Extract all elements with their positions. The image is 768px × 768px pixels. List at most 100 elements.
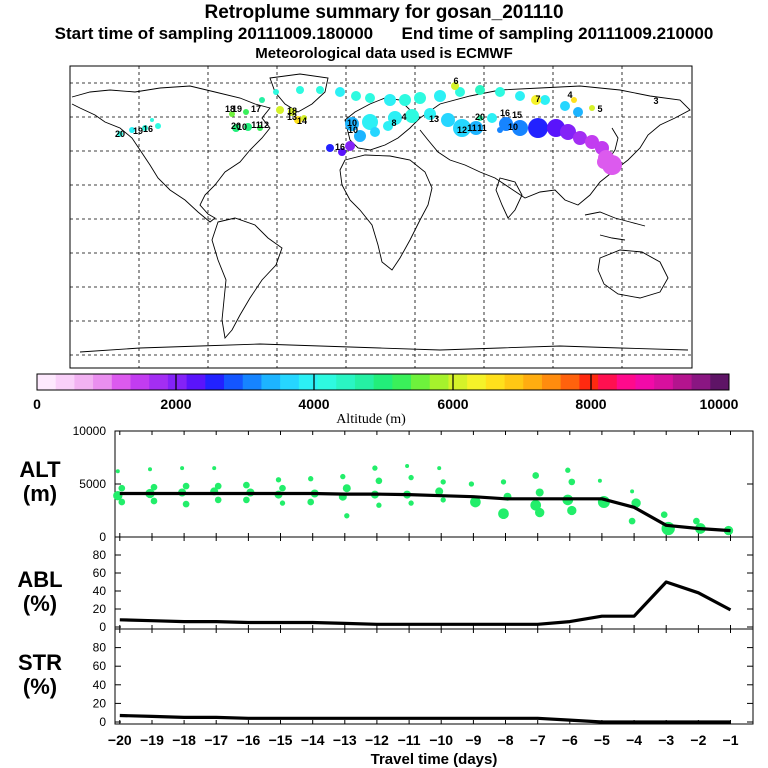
trajectory-dot bbox=[560, 101, 570, 111]
trajectory-dot bbox=[573, 107, 583, 117]
x-tick-label: −8 bbox=[498, 732, 514, 748]
x-tick-label: −10 bbox=[429, 732, 453, 748]
colorbar-cell bbox=[467, 374, 487, 390]
trajectory-dot bbox=[515, 91, 525, 101]
alt-scatter-point bbox=[470, 496, 481, 508]
abl-ylabel-line1: ABL bbox=[17, 567, 62, 592]
trajectory-dot bbox=[528, 118, 548, 138]
colorbar-tick-2000: 2000 bbox=[160, 396, 191, 412]
x-tick-label: −13 bbox=[333, 732, 357, 748]
colorbar-cell bbox=[336, 374, 356, 390]
trajectory-label: 10 bbox=[508, 122, 518, 132]
trajectory-dot bbox=[499, 117, 513, 131]
colorbar-cell bbox=[186, 374, 206, 390]
sampling-times: Start time of sampling 20111009.180000 E… bbox=[0, 24, 768, 44]
x-tick-label: −4 bbox=[626, 732, 642, 748]
colorbar-cell bbox=[261, 374, 281, 390]
colorbar-cell bbox=[523, 374, 543, 390]
trajectory-dot bbox=[243, 109, 249, 115]
colorbar-tick-6000: 6000 bbox=[437, 396, 468, 412]
alt-scatter-point bbox=[408, 474, 414, 481]
trajectory-label: 20 bbox=[475, 112, 485, 122]
y-tick-label: 40 bbox=[93, 678, 107, 692]
alt-scatter-point bbox=[437, 466, 442, 471]
trajectory-label: 16 bbox=[143, 124, 153, 134]
colorbar-cell bbox=[205, 374, 225, 390]
colorbar-cell bbox=[579, 374, 599, 390]
colorbar-cell bbox=[411, 374, 431, 390]
trajectory-dot bbox=[155, 123, 161, 129]
met-data-note: Meteorological data used is ECMWF bbox=[255, 45, 513, 62]
series-line-abl bbox=[119, 580, 732, 626]
trajectory-dot bbox=[383, 121, 393, 131]
colorbar-cell bbox=[710, 374, 730, 390]
colorbar-tick-8000: 8000 bbox=[575, 396, 606, 412]
colorbar-cell bbox=[317, 374, 337, 390]
abl-panel-frame bbox=[114, 536, 754, 630]
colorbar-cell bbox=[429, 374, 449, 390]
alt-scatter-point bbox=[307, 498, 315, 506]
colorbar-cell bbox=[298, 374, 318, 390]
y-tick-label: 60 bbox=[93, 566, 107, 580]
trajectory-label: 7 bbox=[535, 94, 540, 104]
trajectory-dot bbox=[451, 82, 459, 90]
alt-scatter-point bbox=[376, 502, 382, 508]
alt-scatter-point bbox=[182, 482, 190, 490]
alt-scatter-point bbox=[308, 476, 314, 482]
trajectory-label: 17 bbox=[251, 104, 261, 114]
x-tick-label: −9 bbox=[465, 732, 481, 748]
trajectory-dot bbox=[512, 120, 528, 136]
alt-scatter-point bbox=[630, 489, 635, 494]
trajectory-dot bbox=[326, 144, 334, 152]
trajectory-label: 10 bbox=[237, 122, 247, 132]
trajectory-dot bbox=[571, 97, 577, 103]
coastlines bbox=[71, 73, 691, 353]
y-tick-label: 20 bbox=[93, 696, 107, 710]
series-line-alt bbox=[119, 491, 731, 533]
y-tick-label: 60 bbox=[93, 659, 107, 673]
trajectory-dot bbox=[294, 116, 302, 124]
colorbar-ticks bbox=[175, 374, 592, 390]
y-tick-label: 10000 bbox=[73, 424, 107, 438]
alt-scatter-point bbox=[468, 481, 475, 487]
trajectory-dot bbox=[150, 118, 154, 122]
alt-scatter-point bbox=[597, 478, 602, 483]
trajectory-dot bbox=[365, 93, 375, 103]
alt-scatter-point bbox=[408, 500, 414, 506]
abl-ylabel-line2: (%) bbox=[23, 591, 57, 616]
alt-scatter-point bbox=[440, 479, 446, 485]
x-tick-label: −16 bbox=[237, 732, 261, 748]
alt-scatter-point bbox=[212, 466, 217, 471]
colorbar-cell bbox=[448, 374, 468, 390]
trajectory-dot bbox=[475, 85, 485, 95]
alt-scatter-point bbox=[498, 508, 509, 520]
alt-scatter-point bbox=[118, 498, 126, 506]
trajectory-dot bbox=[354, 130, 366, 142]
trajectory-dot bbox=[232, 124, 240, 132]
alt-ylabel-line1: ALT bbox=[19, 457, 61, 482]
colorbar-cell bbox=[654, 374, 674, 390]
alt-scatter-point bbox=[279, 484, 286, 492]
y-tick-label: 80 bbox=[93, 641, 107, 655]
trajectory-dot bbox=[414, 92, 426, 104]
colorbar-cell bbox=[74, 374, 94, 390]
trajectory-dot bbox=[589, 105, 595, 111]
trajectory-dot bbox=[301, 115, 307, 121]
alt-scatter-point bbox=[342, 484, 351, 493]
alt-scatter-point bbox=[279, 500, 286, 506]
colorbar-cell bbox=[672, 374, 692, 390]
trajectory-dot bbox=[434, 90, 446, 102]
colorbar-cell bbox=[130, 374, 150, 390]
trajectory-label: 12 bbox=[259, 120, 269, 130]
x-tick-label: −6 bbox=[562, 732, 578, 748]
trajectory-label: 13 bbox=[429, 114, 439, 124]
trajectory-dot bbox=[273, 89, 279, 95]
map-frame bbox=[69, 65, 693, 369]
colorbar-cell bbox=[224, 374, 244, 390]
colorbar-cell bbox=[280, 374, 300, 390]
colorbar-cell bbox=[354, 374, 375, 390]
colorbar-tick-0: 0 bbox=[33, 396, 41, 412]
colorbar-frame bbox=[36, 373, 730, 391]
